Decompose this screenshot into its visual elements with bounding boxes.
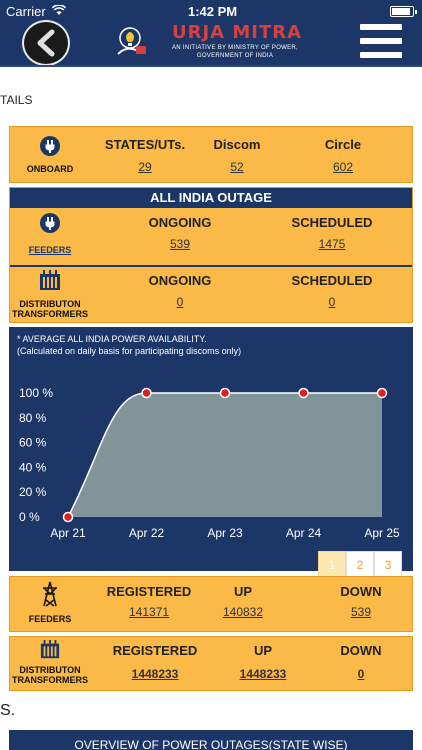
y-tick-label: 60 % bbox=[19, 436, 47, 450]
brand-title: URJA MITRA bbox=[172, 22, 303, 43]
transformers-registered-header: REGISTERED bbox=[112, 643, 198, 658]
feeders-down-header: DOWN bbox=[340, 584, 382, 599]
pager-page-2[interactable]: 2 bbox=[346, 551, 374, 577]
transformers-scheduled-link[interactable]: 0 bbox=[328, 295, 336, 309]
plug-icon bbox=[40, 213, 60, 233]
transformers-ongoing-link[interactable]: 0 bbox=[176, 295, 184, 309]
feeders-up-header: UP bbox=[233, 584, 253, 599]
power-tower-icon bbox=[43, 581, 57, 607]
y-tick-label: 0 % bbox=[19, 510, 40, 524]
transformers-down-link[interactable]: 0 bbox=[357, 667, 365, 681]
discom-header: Discom bbox=[213, 137, 261, 152]
brand-subtitle: AN INITIATIVE BY MINISTRY OF POWER, GOVE… bbox=[171, 45, 299, 59]
transformers-ongoing-header: ONGOING bbox=[148, 273, 212, 288]
transformer-icon bbox=[40, 270, 60, 290]
transformers-down-header: DOWN bbox=[340, 643, 382, 658]
pager-page-1[interactable]: 1 bbox=[318, 551, 346, 577]
data-point bbox=[298, 387, 309, 399]
chart-note-line2: (Calculated on daily basis for participa… bbox=[17, 346, 242, 356]
transformers-registered-link[interactable]: 1448233 bbox=[131, 667, 179, 681]
data-point bbox=[62, 511, 74, 523]
battery-icon bbox=[390, 6, 417, 17]
states-value-link[interactable]: 29 bbox=[138, 160, 152, 174]
header-divider bbox=[0, 65, 422, 67]
transformers-up-header: UP bbox=[253, 643, 273, 658]
y-tick-label: 20 % bbox=[19, 485, 47, 499]
onboard-states: STATES/UTs. 29 bbox=[90, 137, 200, 174]
status-time: 1:42 PM bbox=[188, 4, 238, 19]
transformers-status-card: DISTRIBUTON TRANSFORMERS REGISTERED 1448… bbox=[9, 636, 413, 691]
overview-title[interactable]: OVERVIEW OF POWER OUTAGES(STATE WISE) bbox=[9, 730, 413, 750]
chart-plot: 0 % 20 % 40 % 60 % 80 % 100 % Apr 21 Apr 22 Apr … bbox=[19, 386, 400, 540]
onboard-label: ONBOARD bbox=[26, 164, 74, 174]
urja-mitra-logo bbox=[114, 24, 150, 60]
app-header: Carrier 1:42 PM URJA MITRA AN INITIATIVE… bbox=[0, 0, 422, 66]
page-heading: TAILS bbox=[0, 93, 33, 107]
data-point bbox=[141, 387, 152, 399]
outage-title: ALL INDIA OUTAGE bbox=[10, 188, 412, 208]
feeders-registered-link[interactable]: 141371 bbox=[128, 605, 170, 619]
feeders-down-link[interactable]: 539 bbox=[350, 605, 372, 619]
power-availability-chart: * AVERAGE ALL INDIA POWER AVAILABILITY. … bbox=[9, 327, 413, 571]
section-fragment: S. bbox=[0, 702, 16, 719]
x-tick-label: Apr 24 bbox=[286, 526, 322, 540]
y-tick-label: 40 % bbox=[19, 460, 47, 474]
x-tick-label: Apr 23 bbox=[207, 526, 243, 540]
y-tick-label: 100 % bbox=[19, 386, 53, 400]
onboard-circle: Circle 602 bbox=[298, 137, 388, 174]
transformers-up-link[interactable]: 1448233 bbox=[239, 667, 287, 681]
onboard-card: ONBOARD STATES/UTs. 29 Discom 52 Circle … bbox=[9, 126, 413, 183]
chevron-left-icon bbox=[37, 29, 55, 57]
plug-icon bbox=[40, 136, 60, 156]
circle-header: Circle bbox=[324, 137, 362, 152]
discom-value-link[interactable]: 52 bbox=[230, 160, 244, 174]
feeders-status-card: FEEDERS REGISTERED 141371 UP 140832 DOWN… bbox=[9, 576, 413, 632]
feeders-registered-header: REGISTERED bbox=[106, 584, 192, 599]
x-tick-label: Apr 22 bbox=[129, 526, 165, 540]
carrier-label: Carrier bbox=[6, 4, 46, 19]
feeders-status-label: FEEDERS bbox=[28, 614, 72, 624]
status-bar: Carrier 1:42 PM bbox=[0, 0, 422, 22]
feeders-up-link[interactable]: 140832 bbox=[222, 605, 264, 619]
feeders-scheduled-link[interactable]: 1475 bbox=[318, 237, 346, 251]
chart-note-line1: * AVERAGE ALL INDIA POWER AVAILABILITY. bbox=[17, 334, 207, 344]
data-point bbox=[376, 387, 388, 399]
transformers-scheduled-header: SCHEDULED bbox=[291, 273, 373, 288]
pager-page-3[interactable]: 3 bbox=[374, 551, 402, 577]
transformer-icon bbox=[40, 640, 60, 659]
transformers-status-label: DISTRIBUTON TRANSFORMERS bbox=[12, 665, 88, 685]
x-tick-label: Apr 21 bbox=[50, 526, 86, 540]
chart-note: * AVERAGE ALL INDIA POWER AVAILABILITY. … bbox=[17, 333, 241, 357]
feeders-ongoing-link[interactable]: 539 bbox=[169, 237, 191, 251]
transformers-outage-label: DISTRIBUTON TRANSFORMERS bbox=[12, 299, 88, 319]
back-button[interactable] bbox=[22, 20, 70, 66]
data-point bbox=[219, 387, 231, 399]
circle-value-link[interactable]: 602 bbox=[332, 160, 354, 174]
onboard-discom: Discom 52 bbox=[192, 137, 282, 174]
menu-button[interactable] bbox=[360, 24, 402, 60]
outage-card: ALL INDIA OUTAGE FEEDERS ONGOING 539 SCH… bbox=[9, 187, 413, 323]
feeders-ongoing-header: ONGOING bbox=[148, 215, 212, 230]
x-tick-label: Apr 25 bbox=[364, 526, 400, 540]
y-tick-label: 80 % bbox=[19, 411, 47, 425]
feeders-outage-link[interactable]: FEEDERS bbox=[28, 245, 72, 255]
states-header: STATES/UTs. bbox=[104, 137, 186, 152]
feeders-scheduled-header: SCHEDULED bbox=[291, 215, 373, 230]
wifi-icon bbox=[51, 4, 67, 19]
hamburger-icon bbox=[360, 24, 402, 30]
chart-area bbox=[68, 393, 382, 517]
